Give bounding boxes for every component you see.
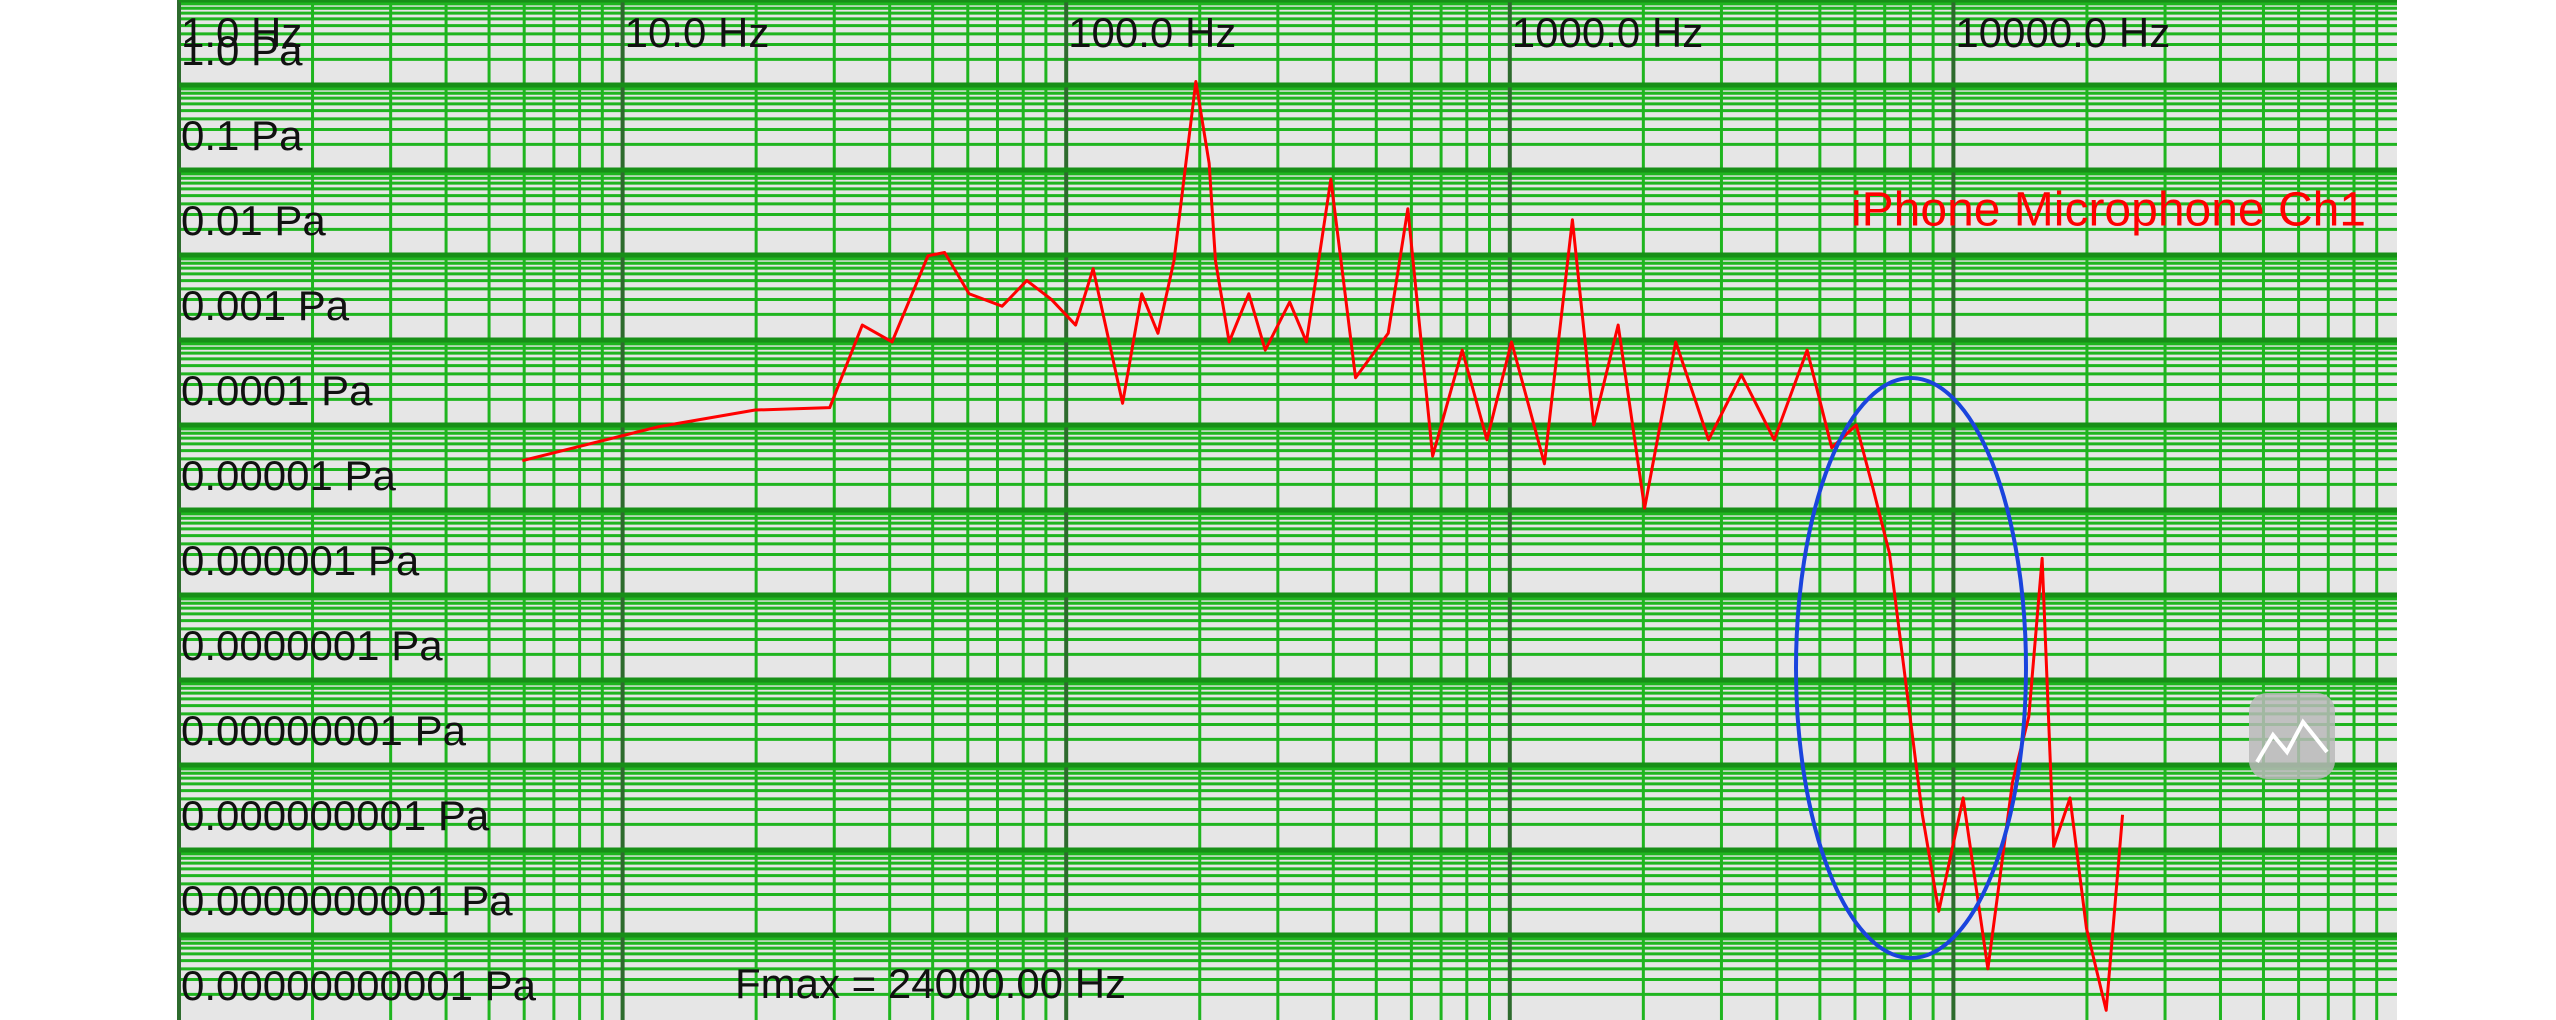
y-tick-label: 0.00001 Pa <box>181 452 397 499</box>
annotation: Fmax = 24000.00 Hz <box>735 960 1126 1007</box>
labels: 1.0 Hz 10.0 Hz 100.0 Hz 1000.0 Hz 10000.0 Hz… <box>181 9 2170 1009</box>
highlight-ellipse <box>1794 376 2028 960</box>
y-tick-label: 0.0000001 Pa <box>181 622 443 669</box>
y-tick-label: 1.0 Pa <box>181 27 303 74</box>
y-tick-label: 0.001 Pa <box>181 282 350 329</box>
grid <box>177 0 2397 1020</box>
x-tick-label: 10000.0 Hz <box>1955 9 2170 56</box>
y-tick-label: 0.00000000001 Pa <box>181 962 537 1009</box>
y-tick-label: 0.00000001 Pa <box>181 707 467 754</box>
y-tick-label: 0.0000000001 Pa <box>181 877 513 924</box>
y-tick-label: 0.000000001 Pa <box>181 792 490 839</box>
button-icon[interactable] <box>2255 718 2329 764</box>
y-tick-label: 0.0001 Pa <box>181 367 373 414</box>
series-label: iPhone Microphone Ch1 <box>1851 184 2366 237</box>
y-tick-label: 0.1 Pa <box>181 112 303 159</box>
x-tick-label: 1.0 Hz <box>181 9 302 56</box>
button-bg[interactable] <box>2249 693 2335 779</box>
x-tick-label: 100.0 Hz <box>1068 9 1236 56</box>
series-line <box>521 79 2125 1012</box>
chart-type-button[interactable] <box>2249 693 2335 779</box>
y-tick-label: 0.01 Pa <box>181 197 326 244</box>
x-tick-label: 1000.0 Hz <box>1512 9 1703 56</box>
marks <box>521 79 2125 1012</box>
y-tick-label: 0.000001 Pa <box>181 537 420 584</box>
x-tick-label: 10.0 Hz <box>625 9 770 56</box>
